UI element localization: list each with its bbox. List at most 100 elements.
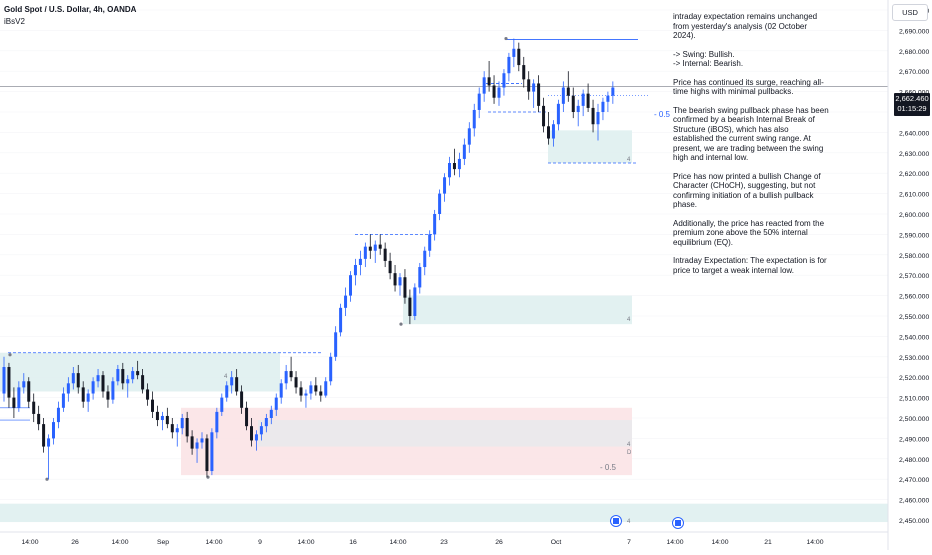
price-tick-label: 2,580.000 bbox=[899, 253, 929, 260]
price-axis[interactable]: 2,450.000 2,460.000 2,470.000 2,480.000 2,49… bbox=[887, 0, 932, 550]
candle-body bbox=[487, 77, 491, 86]
candle-body bbox=[601, 101, 605, 112]
candle-body bbox=[393, 273, 397, 286]
candle-body bbox=[522, 65, 526, 80]
candle-body bbox=[408, 297, 412, 316]
price-tick-label: 2,610.000 bbox=[899, 192, 929, 199]
candle-body bbox=[542, 105, 546, 127]
note-paragraph: Additionally, the price has reacted from… bbox=[673, 218, 825, 247]
price-tick-label: 2,670.000 bbox=[899, 69, 929, 76]
note-paragraph: Intraday Expectation: The expectation is… bbox=[673, 256, 827, 275]
time-tick-label: 14:00 bbox=[21, 539, 38, 546]
time-axis[interactable]: 14:00 26 14:00 Sep 14:00 9 14:00 16 14:00 23 26 Oct… bbox=[0, 531, 888, 546]
candle-body bbox=[492, 85, 496, 98]
current-price-badge: 2,662.460 01:15:29 bbox=[894, 93, 930, 116]
demand-zone bbox=[0, 352, 280, 392]
candle-body bbox=[7, 367, 11, 398]
candle-body bbox=[497, 87, 501, 98]
price-tick-label: 2,560.000 bbox=[899, 294, 929, 301]
price-tick-label: 2,510.000 bbox=[899, 396, 929, 403]
price-tick-label: 2,480.000 bbox=[899, 457, 929, 464]
zone-label-4d: 4 bbox=[627, 442, 631, 448]
candle-body bbox=[378, 244, 382, 249]
price-tick-label: 2,680.000 bbox=[899, 49, 929, 56]
candle-body bbox=[32, 401, 36, 414]
candle-body bbox=[240, 391, 244, 408]
note-paragraph: Price has continued its surge, reaching … bbox=[673, 77, 824, 97]
candle-body bbox=[329, 356, 333, 382]
event-flag-inner-icon bbox=[613, 518, 619, 524]
candle-body bbox=[195, 442, 199, 449]
candle-body bbox=[131, 371, 135, 380]
time-tick-label: 14:00 bbox=[666, 539, 683, 546]
price-tick-label: 2,450.000 bbox=[899, 518, 929, 525]
candle-body bbox=[264, 418, 268, 427]
candle-body bbox=[71, 373, 75, 384]
candle-body bbox=[517, 48, 521, 66]
time-tick-label: 26 bbox=[71, 539, 79, 546]
current-price-value: 2,662.460 bbox=[895, 94, 929, 103]
time-tick-label: 16 bbox=[349, 539, 357, 546]
price-tick-label: 2,490.000 bbox=[899, 436, 929, 443]
price-tick-label: 2,590.000 bbox=[899, 232, 929, 239]
candle-body bbox=[532, 83, 536, 92]
candle-body bbox=[304, 393, 308, 396]
candle-body bbox=[170, 424, 174, 433]
candle-body bbox=[116, 369, 120, 382]
indicator-name[interactable]: iBsV2 bbox=[4, 17, 25, 26]
candle-body bbox=[339, 307, 343, 333]
candle-body bbox=[111, 381, 115, 400]
time-tick-label: 14:00 bbox=[297, 539, 314, 546]
candle-body bbox=[314, 385, 318, 392]
time-tick-label: 7 bbox=[627, 539, 631, 546]
zone-label-4e: 4 bbox=[627, 519, 631, 525]
price-tick-label: 2,620.000 bbox=[899, 171, 929, 178]
candle-body bbox=[66, 383, 70, 394]
candle-body bbox=[309, 385, 313, 394]
time-tick-label: 9 bbox=[258, 539, 262, 546]
candle-body bbox=[294, 377, 298, 388]
candle-body bbox=[299, 387, 303, 396]
candle-body bbox=[47, 438, 51, 447]
candle-body bbox=[398, 277, 402, 286]
candle-body bbox=[215, 411, 219, 433]
note-paragraph: intraday expectation remains unchanged f… bbox=[673, 12, 818, 40]
currency-button[interactable]: USD bbox=[892, 4, 928, 21]
candle-body bbox=[42, 424, 46, 447]
time-tick-label: 14:00 bbox=[389, 539, 406, 546]
zones bbox=[0, 130, 888, 523]
candle-body bbox=[373, 244, 377, 251]
candle-body bbox=[126, 379, 130, 384]
candle-body bbox=[76, 373, 80, 388]
candle-body bbox=[591, 107, 595, 125]
price-tick-label: 2,630.000 bbox=[899, 151, 929, 158]
candle-body bbox=[452, 163, 456, 170]
candle-body bbox=[581, 93, 585, 106]
candle-body bbox=[175, 428, 179, 433]
candle-body bbox=[448, 163, 451, 178]
price-tick-label: 2,500.000 bbox=[899, 416, 929, 423]
candle-body bbox=[576, 105, 580, 112]
time-tick-label: Sep bbox=[157, 539, 169, 546]
candle-body bbox=[512, 48, 516, 57]
candle-body bbox=[403, 277, 407, 298]
candle-body bbox=[472, 109, 476, 129]
time-tick-label: 14:00 bbox=[205, 539, 222, 546]
structure-lines bbox=[0, 36, 888, 481]
candle-body bbox=[160, 415, 164, 421]
price-tick-label: 2,520.000 bbox=[899, 375, 929, 382]
candle-body bbox=[245, 407, 249, 427]
candle-body bbox=[443, 177, 447, 194]
candle-body bbox=[334, 332, 338, 357]
equilibrium-zone bbox=[258, 420, 632, 447]
candle-body bbox=[611, 87, 615, 96]
candle-body bbox=[349, 275, 352, 296]
candle-body bbox=[56, 407, 60, 423]
symbol-title[interactable]: Gold Spot / U.S. Dollar, 4h, OANDA bbox=[4, 5, 137, 14]
candle-body bbox=[284, 371, 288, 384]
candle-body bbox=[462, 144, 466, 159]
price-tick-label: 2,470.000 bbox=[899, 477, 929, 484]
candle-body bbox=[165, 415, 169, 425]
